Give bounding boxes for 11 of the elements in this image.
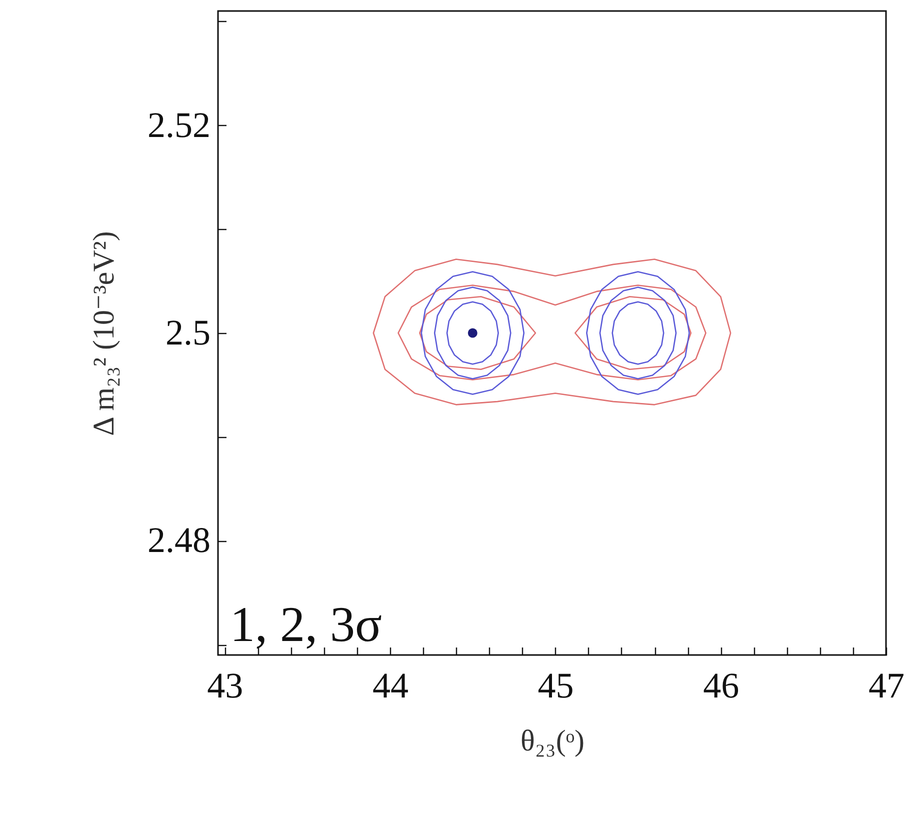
y-axis-title: Δ m₂₃² (10⁻³eV²): [88, 231, 120, 436]
y-tick-label: 2.5: [166, 312, 210, 352]
x-tick-label: 45: [538, 666, 574, 706]
y-tick-label: 2.52: [148, 104, 210, 145]
x-tick-label: 43: [207, 666, 244, 706]
x-tick-label: 46: [703, 666, 740, 706]
y-tick-label: 2.48: [148, 520, 210, 560]
annotation: 1, 2, 3σ: [230, 596, 382, 652]
x-tick-label: 47: [868, 666, 904, 706]
x-axis-title: θ₂₃(ᵒ): [520, 724, 584, 758]
x-tick-label: 44: [372, 666, 408, 706]
